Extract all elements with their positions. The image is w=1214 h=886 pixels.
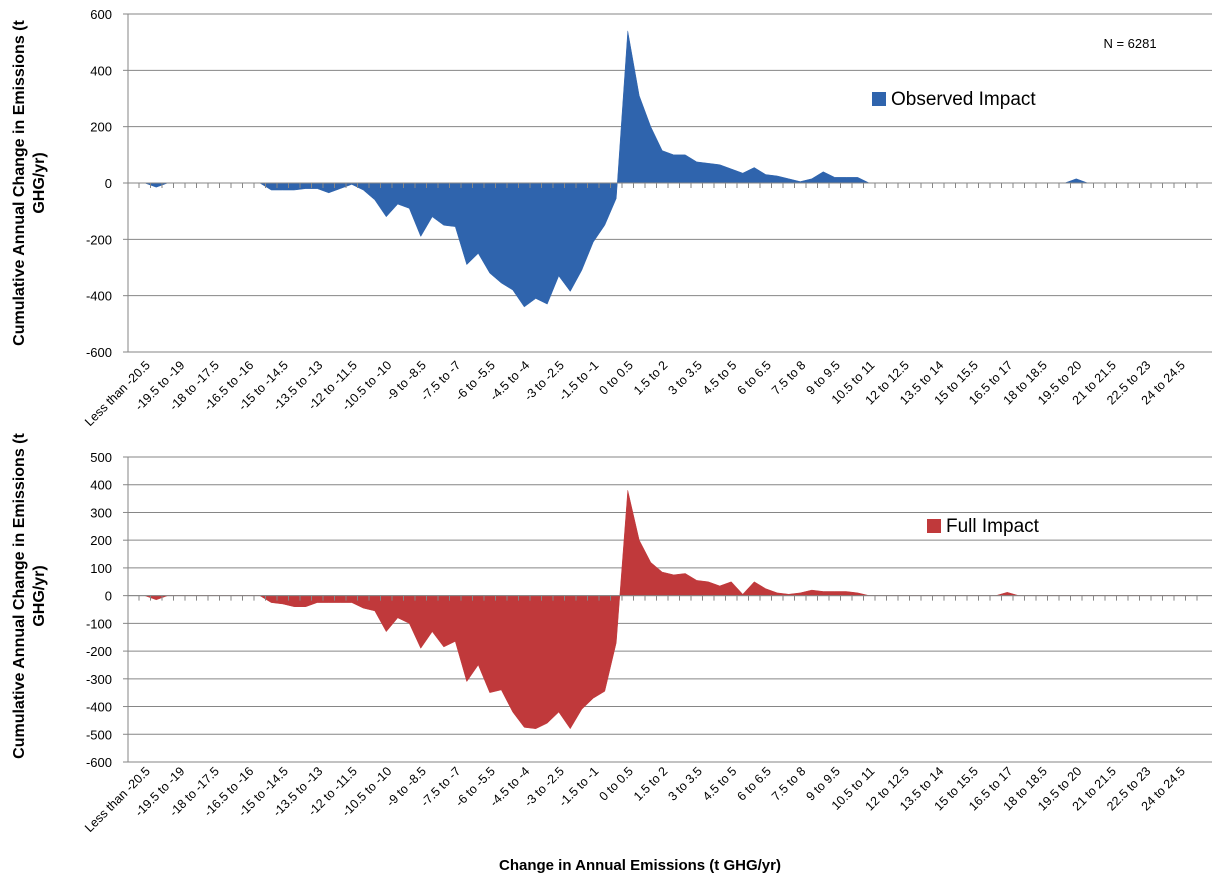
x-tick-label: 7.5 to 8: [769, 764, 808, 803]
y-axis-title: Cumulative Annual Change in Emissions (t…: [11, 20, 48, 346]
y-tick-label: -600: [86, 755, 112, 770]
y-tick-label: 200: [90, 120, 112, 135]
x-axis-title: Change in Annual Emissions (t GHG/yr): [499, 857, 781, 874]
x-tick-label: 6 to 6.5: [734, 358, 773, 397]
x-tick-label: 3 to 3.5: [665, 358, 704, 397]
x-tick-label: 6 to 6.5: [734, 764, 773, 803]
x-tick-label: 1.5 to 2: [631, 764, 670, 803]
x-tick-label: 0 to 0.5: [596, 764, 635, 803]
x-tick-label: 4.5 to 5: [700, 358, 739, 397]
y-tick-label: 400: [90, 63, 112, 78]
annotation: N = 6281: [1103, 36, 1156, 51]
y-tick-label: -200: [86, 232, 112, 247]
y-axis-title: Cumulative Annual Change in Emissions (t…: [11, 433, 48, 759]
y-tick-label: -100: [86, 616, 112, 631]
y-tick-label: -200: [86, 644, 112, 659]
x-tick-label: 4.5 to 5: [700, 764, 739, 803]
area: [144, 30, 1192, 308]
y-tick-label: 0: [105, 589, 112, 604]
y-tick-label: -400: [86, 289, 112, 304]
x-tick-label: 7.5 to 8: [769, 358, 808, 397]
y-tick-label: 300: [90, 505, 112, 520]
y-tick-label: -500: [86, 727, 112, 742]
y-tick-label: 200: [90, 533, 112, 548]
legend-label: Full Impact: [946, 516, 1040, 537]
x-tick-label: 0 to 0.5: [596, 358, 635, 397]
legend-label: Observed Impact: [891, 89, 1036, 110]
legend-swatch: [872, 92, 886, 106]
y-tick-label: 600: [90, 7, 112, 22]
x-tick-label: 1.5 to 2: [631, 358, 670, 397]
y-tick-label: -300: [86, 672, 112, 687]
y-tick-label: 100: [90, 561, 112, 576]
y-tick-label: 0: [105, 176, 112, 191]
legend-swatch: [927, 519, 941, 533]
y-tick-label: 400: [90, 478, 112, 493]
y-tick-label: -400: [86, 700, 112, 715]
y-tick-label: 500: [90, 450, 112, 465]
y-tick-label: -600: [86, 345, 112, 360]
x-tick-label: 3 to 3.5: [665, 764, 704, 803]
